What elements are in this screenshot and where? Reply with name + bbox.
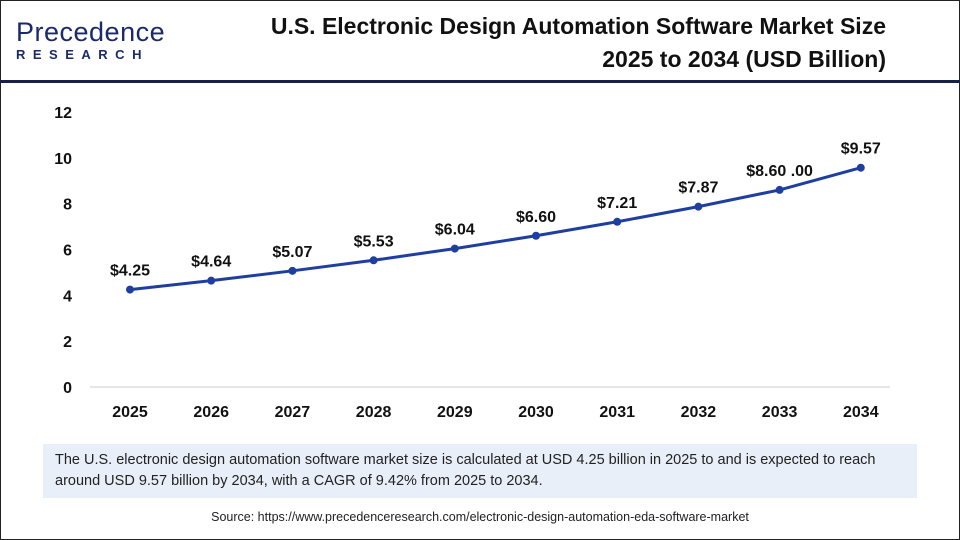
x-tick-label: 2032 <box>681 404 717 421</box>
data-label: $6.60 <box>516 209 556 226</box>
data-label: $4.64 <box>191 254 231 271</box>
x-tick-label: 2034 <box>843 404 879 421</box>
x-tick-label: 2029 <box>437 404 473 421</box>
x-tick-label: 2027 <box>275 404 311 421</box>
y-tick-label: 10 <box>54 151 72 168</box>
title-line-1: U.S. Electronic Design Automation Softwa… <box>270 13 886 39</box>
data-point <box>369 256 378 265</box>
data-point <box>288 266 297 275</box>
logo-subtitle: RESEARCH <box>16 47 149 62</box>
x-tick-label: 2026 <box>193 404 229 421</box>
x-tick-label: 2030 <box>518 404 554 421</box>
x-tick-label: 2031 <box>599 404 635 421</box>
data-label: $9.57 <box>841 141 881 158</box>
data-point <box>775 185 784 194</box>
data-label: $5.07 <box>272 244 312 261</box>
data-label: $6.04 <box>435 222 475 239</box>
y-tick-label: 0 <box>63 380 72 397</box>
data-label: $4.25 <box>110 263 150 280</box>
title-line-2: 2025 to 2034 (USD Billion) <box>602 46 886 72</box>
x-tick-label: 2033 <box>762 404 798 421</box>
header-divider <box>0 80 960 83</box>
series-line <box>129 166 862 292</box>
logo: Precedence RESEARCH <box>16 18 165 62</box>
data-point <box>532 231 540 240</box>
logo-wordmark: Precedence <box>16 17 166 47</box>
y-tick-label: 4 <box>63 288 72 305</box>
data-point <box>613 217 622 226</box>
data-label: $8.60 .00 <box>746 163 813 180</box>
x-tick-label: 2025 <box>112 404 148 421</box>
chart-title: U.S. Electronic Design Automation Softwa… <box>246 10 886 76</box>
source-text: Source: https://www.precedenceresearch.c… <box>211 510 749 524</box>
data-label: $5.53 <box>354 233 394 250</box>
data-label: $7.21 <box>597 195 637 212</box>
data-point <box>207 276 216 285</box>
x-tick-label: 2028 <box>356 404 392 421</box>
data-label: $7.87 <box>678 180 718 197</box>
data-point <box>856 163 865 172</box>
y-tick-label: 12 <box>54 105 72 122</box>
data-point <box>126 285 134 294</box>
data-point <box>450 244 459 253</box>
y-tick-label: 6 <box>63 243 72 260</box>
data-point <box>694 202 703 211</box>
summary-note: The U.S. electronic design automation so… <box>43 444 917 498</box>
y-tick-label: 8 <box>63 197 72 214</box>
y-tick-label: 2 <box>63 334 72 351</box>
